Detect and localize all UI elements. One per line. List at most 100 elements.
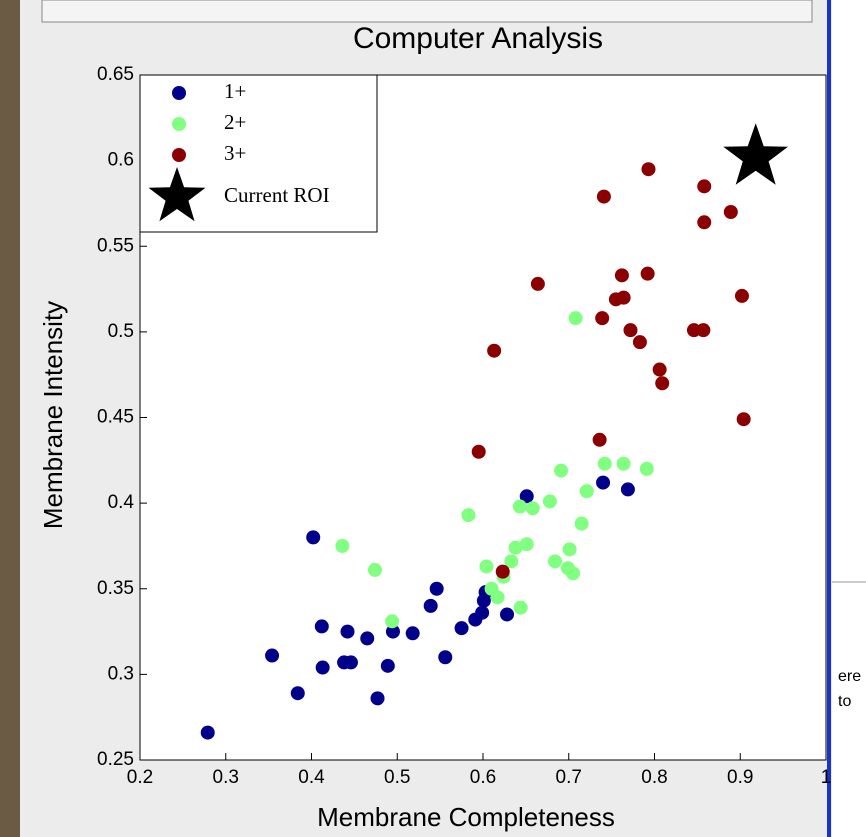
y-axis-label: Membrane Intensity xyxy=(38,301,68,529)
point xyxy=(519,537,534,552)
point xyxy=(490,590,505,605)
point xyxy=(385,614,400,629)
point xyxy=(620,482,635,497)
point xyxy=(697,179,712,194)
x-tick-label: 0.2 xyxy=(127,767,153,788)
point xyxy=(614,268,629,283)
point xyxy=(652,362,667,377)
side-text: ere xyxy=(838,668,861,685)
legend-label: 1+ xyxy=(224,79,246,103)
x-tick-label: 0.4 xyxy=(298,767,325,788)
point xyxy=(335,538,350,553)
point xyxy=(461,508,476,523)
y-tick-label: 0.25 xyxy=(97,749,134,770)
point xyxy=(579,484,594,499)
x-tick-label: 1 xyxy=(821,767,832,788)
x-axis-label: Membrane Completeness xyxy=(317,802,615,832)
point xyxy=(592,432,607,447)
x-tick-label: 0.3 xyxy=(213,767,239,788)
point xyxy=(525,501,540,516)
point xyxy=(513,600,528,615)
point xyxy=(616,456,631,471)
point xyxy=(504,554,519,569)
point xyxy=(475,605,490,620)
point xyxy=(340,624,355,639)
point xyxy=(405,626,420,641)
point xyxy=(172,86,186,100)
point xyxy=(423,598,438,613)
point xyxy=(429,581,444,596)
point xyxy=(385,624,400,639)
point xyxy=(568,311,583,326)
top-bar xyxy=(41,0,813,23)
point xyxy=(596,475,611,490)
point xyxy=(530,276,545,291)
point xyxy=(697,215,712,230)
point xyxy=(640,266,655,281)
legend-label: Current ROI xyxy=(224,183,330,207)
legend-label: 2+ xyxy=(224,110,246,134)
point xyxy=(454,621,469,636)
point xyxy=(639,461,654,476)
point xyxy=(736,412,751,427)
point xyxy=(696,323,711,338)
point xyxy=(562,542,577,557)
point xyxy=(476,593,491,608)
x-tick-label: 0.9 xyxy=(727,767,753,788)
point xyxy=(487,343,502,358)
point xyxy=(367,562,382,577)
y-tick-label: 0.35 xyxy=(97,578,134,599)
y-tick-label: 0.6 xyxy=(108,150,134,171)
point xyxy=(554,463,569,478)
point xyxy=(314,619,329,634)
point xyxy=(495,564,510,579)
point xyxy=(508,540,523,555)
point xyxy=(290,686,305,701)
legend-label: 3+ xyxy=(224,141,246,165)
point xyxy=(172,148,186,162)
point xyxy=(471,444,486,459)
point xyxy=(616,290,631,305)
point xyxy=(172,117,186,131)
y-tick-label: 0.5 xyxy=(108,321,134,342)
x-tick-label: 0.6 xyxy=(470,767,496,788)
point xyxy=(343,655,358,670)
point xyxy=(566,566,581,581)
y-tick-label: 0.65 xyxy=(97,64,134,85)
x-tick-label: 0.8 xyxy=(641,767,667,788)
point xyxy=(380,658,395,673)
point xyxy=(519,489,534,504)
point xyxy=(306,530,321,545)
point xyxy=(500,607,515,622)
point xyxy=(438,650,453,665)
point xyxy=(479,559,494,574)
image-strip xyxy=(0,0,20,837)
side-panel xyxy=(832,0,866,837)
point xyxy=(596,189,611,204)
point xyxy=(597,456,612,471)
point xyxy=(315,660,330,675)
point xyxy=(734,288,749,303)
point xyxy=(641,162,656,177)
point xyxy=(623,323,638,338)
star-marker xyxy=(148,167,206,222)
point xyxy=(723,205,738,219)
point xyxy=(548,554,563,569)
y-tick-label: 0.55 xyxy=(97,235,134,256)
point xyxy=(542,494,557,509)
point xyxy=(360,631,375,646)
x-tick-label: 0.7 xyxy=(556,767,582,788)
point xyxy=(370,691,385,706)
side-text: to xyxy=(838,693,851,710)
y-tick-label: 0.45 xyxy=(97,407,134,428)
point xyxy=(265,648,280,663)
point xyxy=(512,499,527,514)
y-tick-label: 0.3 xyxy=(108,663,134,684)
point xyxy=(655,376,670,391)
point xyxy=(200,725,215,740)
point xyxy=(632,335,647,350)
star-marker xyxy=(723,123,788,185)
chart-title: Computer Analysis xyxy=(353,22,603,55)
